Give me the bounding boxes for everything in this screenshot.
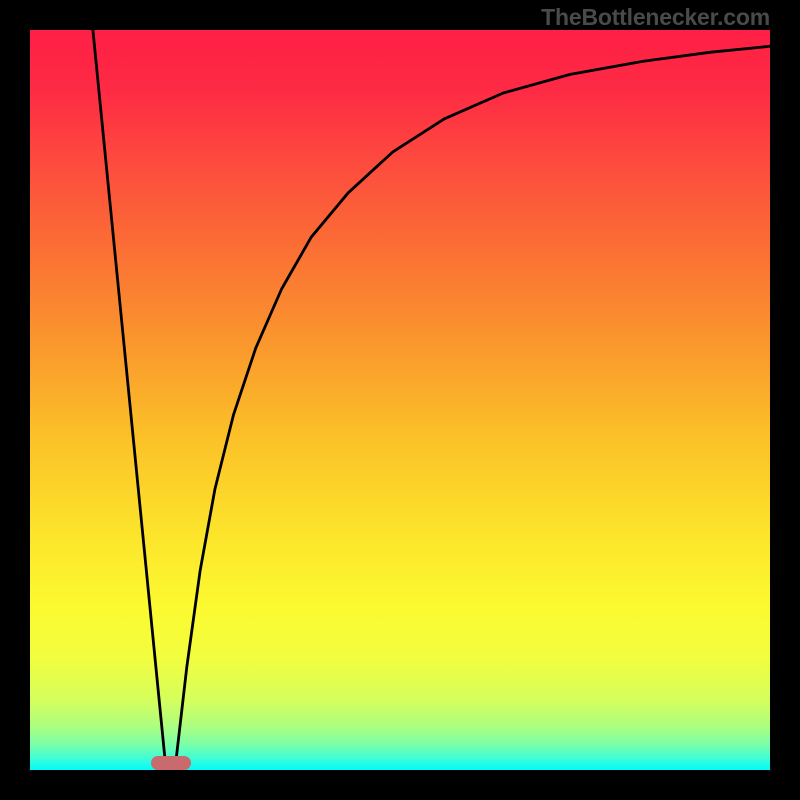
plot-area [30, 30, 770, 770]
optimal-point-marker [151, 756, 191, 770]
chart-frame: TheBottlenecker.com [0, 0, 800, 800]
watermark-text: TheBottlenecker.com [541, 4, 770, 31]
bottleneck-curve [30, 30, 770, 770]
